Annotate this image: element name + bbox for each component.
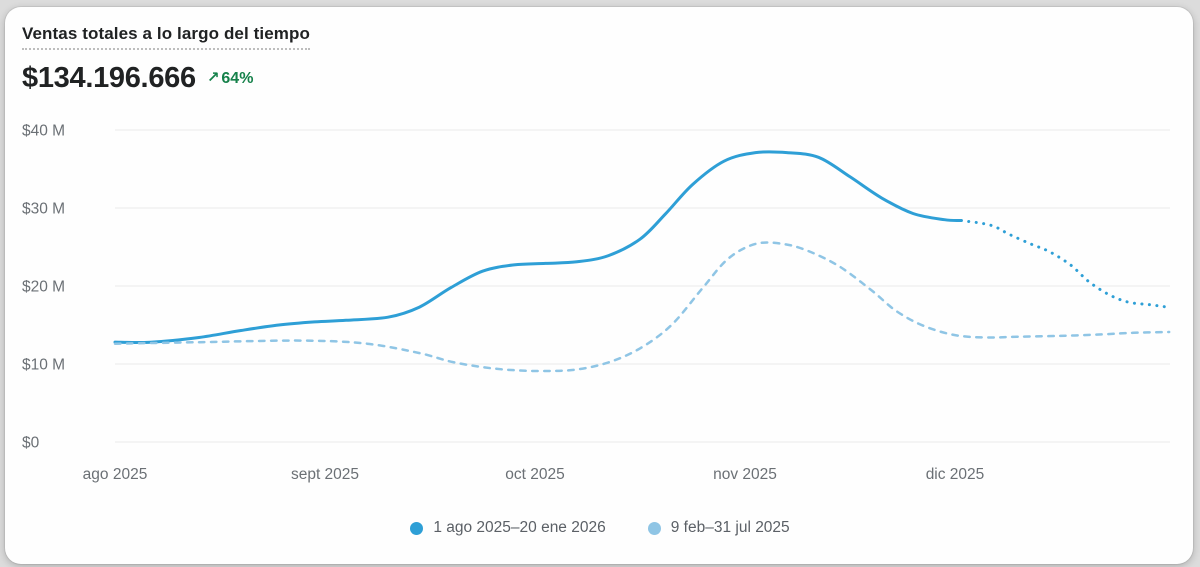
trend-up-arrow-icon: ↗ <box>206 69 220 86</box>
x-axis-label-ago-2025: ago 2025 <box>83 466 148 483</box>
total-value-row: $134.196.666 ↗ 64% <box>22 62 310 95</box>
legend-dot-comparison-period <box>647 521 661 535</box>
y-axis-label-20M: $20 M <box>22 279 65 296</box>
total-sales-value: $134.196.666 <box>22 62 196 94</box>
chart-legend: 1 ago 2025–20 ene 2026 9 feb–31 jul 2025 <box>0 514 1200 542</box>
x-axis-label-dic-2025: dic 2025 <box>926 466 985 483</box>
y-axis-label-30M: $30 M <box>22 201 65 218</box>
chart-title[interactable]: Ventas totales a lo largo del tiempo <box>22 24 310 50</box>
y-axis-label-40M: $40 M <box>22 123 65 140</box>
legend-item-current-period[interactable]: 1 ago 2025–20 ene 2026 <box>410 519 606 537</box>
series-line-projected[interactable] <box>959 218 1169 309</box>
x-axis-label-nov-2025: nov 2025 <box>713 466 777 483</box>
series-line-actual[interactable] <box>113 150 963 345</box>
sales-line-chart[interactable]: $0 $10 M $20 M $30 M $40 M ago 2025 sept 2025 o… <box>0 110 1200 500</box>
legend-label-comparison-period: 9 feb–31 jul 2025 <box>670 519 790 536</box>
trend-badge: ↗ 64% <box>207 70 254 88</box>
legend-item-comparison-period[interactable]: 9 feb–31 jul 2025 <box>647 519 790 537</box>
x-axis-label-sept-2025: sept 2025 <box>291 466 359 483</box>
chart-header: Ventas totales a lo largo del tiempo $13… <box>22 24 310 95</box>
y-axis-label-10M: $10 M <box>22 357 65 374</box>
x-axis-label-oct-2025: oct 2025 <box>505 466 564 483</box>
legend-dot-current-period <box>410 521 424 535</box>
series-line-comparison[interactable] <box>113 241 1171 373</box>
trend-percentage: 64% <box>221 69 254 87</box>
legend-label-current-period: 1 ago 2025–20 ene 2026 <box>433 519 606 536</box>
y-axis-label-0M: $0 <box>22 435 40 452</box>
